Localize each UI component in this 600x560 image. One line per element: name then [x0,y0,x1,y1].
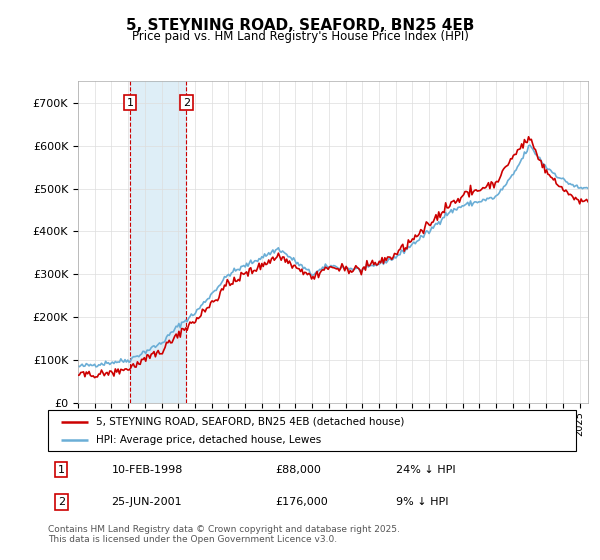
Text: 2: 2 [58,497,65,507]
Text: HPI: Average price, detached house, Lewes: HPI: Average price, detached house, Lewe… [95,435,321,445]
Text: 1: 1 [127,97,134,108]
Text: 5, STEYNING ROAD, SEAFORD, BN25 4EB (detached house): 5, STEYNING ROAD, SEAFORD, BN25 4EB (det… [95,417,404,427]
Text: 24% ↓ HPI: 24% ↓ HPI [397,465,456,474]
Text: £88,000: £88,000 [275,465,321,474]
Text: Contains HM Land Registry data © Crown copyright and database right 2025.
This d: Contains HM Land Registry data © Crown c… [48,525,400,544]
Bar [130,81,187,403]
Text: 2: 2 [183,97,190,108]
Text: 9% ↓ HPI: 9% ↓ HPI [397,497,449,507]
Text: 1: 1 [58,465,65,474]
Text: 5, STEYNING ROAD, SEAFORD, BN25 4EB: 5, STEYNING ROAD, SEAFORD, BN25 4EB [126,18,474,34]
Text: £176,000: £176,000 [275,497,328,507]
Text: Price paid vs. HM Land Registry's House Price Index (HPI): Price paid vs. HM Land Registry's House … [131,30,469,43]
FancyBboxPatch shape [48,410,576,451]
Text: 10-FEB-1998: 10-FEB-1998 [112,465,183,474]
Text: 25-JUN-2001: 25-JUN-2001 [112,497,182,507]
